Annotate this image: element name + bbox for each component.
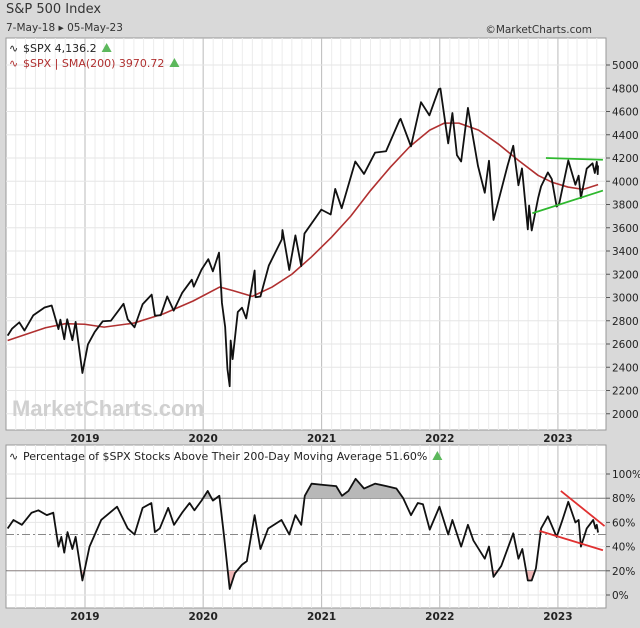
watermark-logo: MarketCharts.com: [12, 396, 204, 421]
y-tick-label: 60%: [612, 517, 635, 529]
y-tick-label: 100%: [612, 469, 640, 481]
trendline: [545, 157, 603, 161]
line-series-icon: ∿: [9, 42, 18, 55]
legend-label: $SPX | SMA(200) 3970.72: [23, 57, 164, 70]
x-tick-label: 2021: [307, 433, 336, 445]
y-tick-label: 0%: [612, 590, 629, 602]
y-tick-label: 20%: [612, 566, 635, 578]
y-tick-label: 2600: [612, 339, 639, 351]
sma-line: [7, 122, 599, 342]
trendline: [560, 490, 606, 527]
y-tick-label: 3000: [612, 293, 639, 305]
x-tick-label: 2020: [189, 611, 218, 623]
y-tick-label: 3800: [612, 200, 639, 212]
trendline: [539, 530, 604, 552]
line-series-icon: ∿: [9, 57, 18, 70]
x-tick-label: 2022: [425, 433, 454, 445]
x-tick-label: 2021: [307, 611, 336, 623]
y-tick-label: 2000: [612, 409, 639, 421]
y-tick-label: 3600: [612, 223, 639, 235]
x-tick-label: 2022: [425, 611, 454, 623]
chart-title: S&P 500 Index: [6, 2, 102, 17]
copyright: ©MarketCharts.com: [485, 24, 592, 36]
y-tick-label: 40%: [612, 542, 635, 554]
y-tick-label: 5000: [612, 60, 639, 72]
y-tick-label: 2200: [612, 386, 639, 398]
spx-plot-area: [5, 37, 607, 431]
up-arrow-icon: [432, 451, 443, 460]
y-tick-label: 2800: [612, 316, 639, 328]
x-tick-label: 2023: [543, 611, 572, 623]
legend-label: Percentage of $SPX Stocks Above Their 20…: [23, 450, 427, 463]
line-series-icon: ∿: [9, 450, 18, 463]
spx-plot-group: [6, 38, 606, 430]
pct-plot-area: [5, 444, 607, 609]
date-range: 7-May-18 ▸ 05-May-23: [6, 22, 123, 34]
legend-label: $SPX 4,136.2: [23, 42, 97, 55]
trendline: [532, 189, 604, 215]
y-tick-label: 3400: [612, 246, 639, 258]
x-tick-label: 2023: [543, 433, 572, 445]
pct-plot-group: [6, 445, 606, 608]
y-tick-label: 4400: [612, 130, 639, 142]
up-arrow-icon: [169, 58, 180, 67]
up-arrow-icon: [101, 43, 112, 52]
y-tick-label: 4200: [612, 153, 639, 165]
y-tick-label: 4000: [612, 176, 639, 188]
y-tick-label: 4800: [612, 83, 639, 95]
price-line: [6, 477, 599, 590]
y-tick-label: 2400: [612, 362, 639, 374]
price-line: [6, 87, 599, 388]
y-tick-label: 4600: [612, 107, 639, 119]
x-tick-label: 2019: [70, 611, 99, 623]
y-tick-label: 3200: [612, 269, 639, 281]
x-tick-label: 2019: [70, 433, 99, 445]
y-tick-label: 80%: [612, 493, 635, 505]
x-tick-label: 2020: [189, 433, 218, 445]
